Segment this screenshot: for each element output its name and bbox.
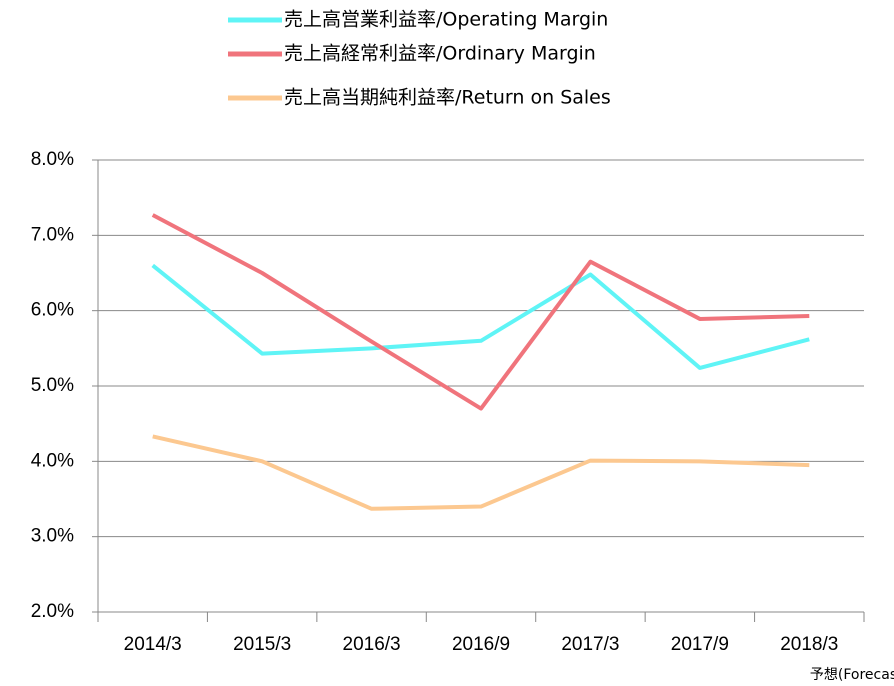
y-tick-label: 6.0% xyxy=(31,300,74,321)
legend-label: 売上高経常利益率/Ordinary Margin xyxy=(284,43,596,65)
y-tick-label: 8.0% xyxy=(31,149,74,170)
x-tick-label: 2016/9 xyxy=(452,634,510,655)
y-tick-label: 2.0% xyxy=(31,601,74,622)
x-tick-label: 2018/3 xyxy=(780,634,838,655)
series-line xyxy=(152,434,810,511)
legend-label: 売上高営業利益率/Operating Margin xyxy=(284,9,608,31)
x-tick-label: 2015/3 xyxy=(233,634,291,655)
x-tick-label: 2016/3 xyxy=(343,634,401,655)
x-tick-label: 2014/3 xyxy=(124,634,182,655)
annotation: 予想(Forecast) xyxy=(810,667,894,683)
series-line xyxy=(151,213,810,411)
y-tick-label: 5.0% xyxy=(31,375,74,396)
series-line xyxy=(151,263,810,370)
y-tick-label: 3.0% xyxy=(31,526,74,547)
x-tick-label: 2017/3 xyxy=(561,634,619,655)
x-tick-label: 2017/9 xyxy=(671,634,729,655)
y-tick-label: 4.0% xyxy=(31,450,74,471)
legend-label: 売上高当期純利益率/Return on Sales xyxy=(284,87,611,109)
y-tick-label: 7.0% xyxy=(31,224,74,245)
